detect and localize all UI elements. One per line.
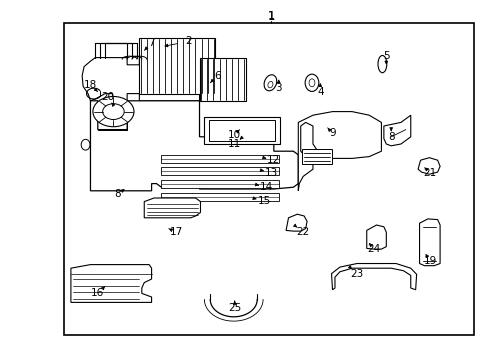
- Text: 1: 1: [267, 11, 274, 21]
- Bar: [63, 23, 473, 335]
- Polygon shape: [417, 158, 439, 174]
- Text: 10: 10: [228, 130, 241, 140]
- Text: 8: 8: [114, 189, 121, 199]
- Text: 22: 22: [296, 227, 309, 237]
- Text: 3: 3: [275, 83, 282, 93]
- Polygon shape: [82, 58, 199, 101]
- Bar: [302, 149, 331, 164]
- Polygon shape: [161, 155, 278, 163]
- Polygon shape: [285, 214, 306, 231]
- Text: 12: 12: [266, 155, 280, 165]
- Ellipse shape: [264, 75, 276, 91]
- Circle shape: [93, 96, 134, 127]
- Text: 21: 21: [423, 168, 436, 178]
- Text: 16: 16: [91, 288, 104, 298]
- Ellipse shape: [81, 139, 90, 150]
- Text: 13: 13: [264, 168, 278, 178]
- Polygon shape: [161, 167, 278, 175]
- Text: 6: 6: [214, 71, 221, 81]
- Polygon shape: [331, 264, 416, 290]
- Text: 5: 5: [382, 51, 389, 61]
- Text: 15: 15: [257, 196, 270, 206]
- Ellipse shape: [377, 55, 386, 73]
- Bar: [209, 120, 275, 141]
- Bar: [199, 58, 245, 101]
- Text: 17: 17: [169, 227, 183, 237]
- Polygon shape: [71, 265, 151, 302]
- Polygon shape: [366, 225, 386, 249]
- Text: 7: 7: [148, 38, 155, 48]
- Ellipse shape: [308, 79, 314, 87]
- Bar: [204, 117, 280, 144]
- Circle shape: [102, 104, 124, 120]
- Text: 9: 9: [328, 128, 335, 138]
- Ellipse shape: [305, 74, 318, 91]
- Text: 20: 20: [101, 92, 114, 102]
- Text: 23: 23: [349, 269, 363, 279]
- Text: 24: 24: [366, 244, 380, 254]
- Text: 4: 4: [316, 87, 323, 97]
- Polygon shape: [161, 180, 278, 188]
- Ellipse shape: [267, 81, 272, 88]
- Polygon shape: [90, 101, 298, 191]
- Text: 8: 8: [387, 132, 394, 142]
- Text: 25: 25: [227, 303, 241, 313]
- Text: 14: 14: [259, 182, 273, 192]
- Polygon shape: [419, 219, 439, 266]
- Polygon shape: [298, 112, 381, 191]
- Polygon shape: [144, 198, 200, 218]
- Text: 1: 1: [267, 10, 275, 23]
- Polygon shape: [161, 193, 278, 201]
- Text: 19: 19: [423, 256, 436, 266]
- Bar: [139, 38, 215, 94]
- Polygon shape: [383, 115, 410, 146]
- Text: 18: 18: [83, 80, 97, 90]
- Text: 2: 2: [184, 36, 191, 46]
- Text: 11: 11: [227, 139, 241, 149]
